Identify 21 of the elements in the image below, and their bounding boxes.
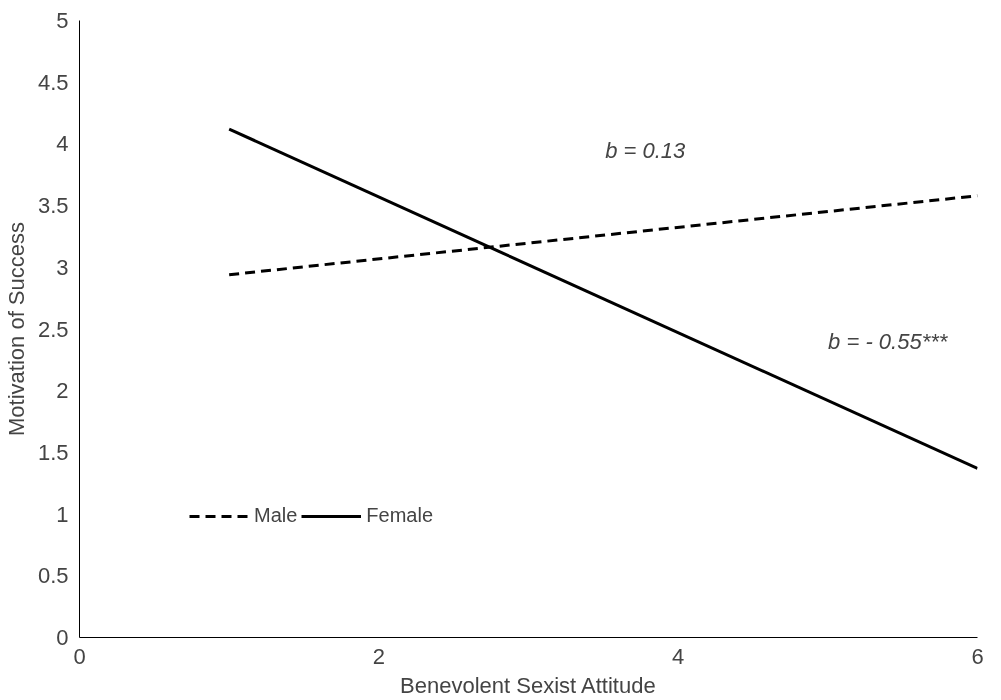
y-axis-title: Motivation of Success (3, 222, 29, 436)
y-tick-label: 0.5 (37, 563, 69, 589)
y-tick-label: 4 (56, 131, 69, 157)
y-tick-label: 1 (56, 501, 69, 527)
y-tick-label: 2.5 (37, 316, 69, 342)
y-tick-label: 3.5 (37, 193, 69, 219)
y-tick-label: 1.5 (37, 439, 69, 465)
x-tick-label: 2 (372, 643, 385, 669)
annotation: b = 0.13 (605, 137, 687, 163)
x-tick-label: 6 (971, 643, 984, 669)
y-tick-label: 5 (56, 8, 69, 33)
x-tick-label: 0 (73, 643, 86, 669)
legend-label: Female (366, 504, 434, 527)
annotation: b = - 0.55*** (828, 328, 949, 354)
x-axis-title: Benevolent Sexist Attitude (400, 672, 656, 698)
legend-label: Male (254, 504, 298, 527)
y-tick-label: 2 (56, 378, 69, 404)
y-tick-label: 4.5 (37, 69, 69, 95)
y-tick-label: 0 (56, 625, 69, 650)
y-tick-label: 3 (56, 254, 69, 280)
x-tick-label: 4 (672, 643, 685, 669)
